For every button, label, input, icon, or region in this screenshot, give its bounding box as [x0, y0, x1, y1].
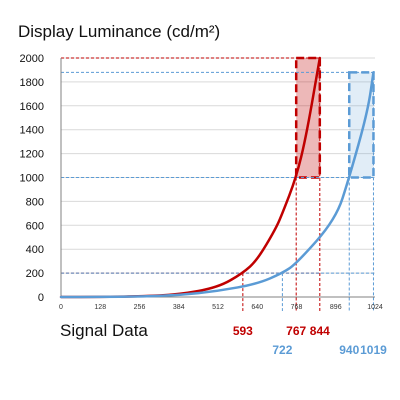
y-tick-label: 1400 — [20, 125, 44, 137]
x-tick-label: 256 — [134, 304, 146, 311]
annotation-label: 1019 — [360, 343, 387, 357]
x-tick-label: 512 — [212, 304, 224, 311]
x-tick-label: 128 — [94, 304, 106, 311]
y-tick-label: 400 — [26, 244, 44, 256]
chart-title: Display Luminance (cd/m²) — [18, 22, 220, 41]
y-tick-label: 0 — [38, 292, 44, 304]
x-axis-label: Signal Data — [60, 321, 148, 340]
y-tick-label: 1800 — [20, 77, 44, 89]
series-lines — [59, 56, 375, 299]
x-tick-label: 1024 — [367, 304, 383, 311]
x-tick-label: 0 — [59, 304, 63, 311]
y-tick-label: 200 — [26, 268, 44, 280]
y-tick-label: 1600 — [20, 101, 44, 113]
grid — [61, 57, 375, 274]
y-tick-label: 800 — [26, 196, 44, 208]
annotation-label: 593 — [233, 324, 253, 338]
x-tick-label: 768 — [291, 304, 303, 311]
annotation-label: 940 — [339, 343, 359, 357]
annotation-label: 844 — [310, 324, 330, 338]
annotation-label: 767 — [286, 324, 306, 338]
annotation-labels: 593 767 844 722 940 1019 — [233, 324, 387, 357]
series-line — [59, 71, 375, 299]
y-axis-ticks: 0 200 400 600 800 1000 1200 1400 1600 1800 2000 — [20, 53, 44, 304]
y-tick-label: 600 — [26, 220, 44, 232]
y-tick-label: 2000 — [20, 53, 44, 65]
x-tick-label: 384 — [173, 304, 185, 311]
guide-lines — [61, 56, 375, 311]
y-tick-label: 1200 — [20, 149, 44, 161]
x-axis-ticks: 0 128 256 384 512 640 768 896 1024 — [59, 304, 383, 311]
x-tick-label: 640 — [251, 304, 263, 311]
x-tick-label: 896 — [330, 304, 342, 311]
y-tick-label: 1000 — [20, 173, 44, 185]
annotation-label: 722 — [272, 343, 292, 357]
